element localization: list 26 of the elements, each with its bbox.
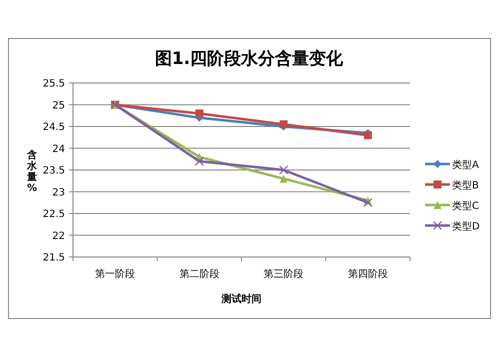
point bbox=[279, 165, 288, 175]
y-axis-title: 含水量% bbox=[26, 149, 38, 194]
y-tick-label: 23.5 bbox=[42, 166, 65, 176]
point bbox=[363, 198, 372, 208]
point bbox=[280, 174, 288, 183]
point bbox=[194, 156, 204, 166]
y-tick-label: 24.5 bbox=[42, 122, 65, 133]
x-tick-label: 第一阶段 bbox=[95, 268, 136, 280]
x-tick-label: 第四阶段 bbox=[348, 268, 388, 280]
chart-title: 图1.四阶段水分含量变化 bbox=[154, 49, 344, 69]
legend-label: 类型C bbox=[452, 200, 479, 212]
x-tick-label: 第二阶段 bbox=[179, 268, 220, 280]
y-tick-label: 21.5 bbox=[42, 252, 65, 264]
point bbox=[195, 109, 204, 118]
y-tick-label: 25.5 bbox=[42, 78, 65, 90]
point bbox=[280, 120, 288, 128]
legend-label: 类型A bbox=[452, 159, 479, 171]
y-tick-label: 22.5 bbox=[42, 209, 65, 220]
x-axis-title: 测试时间 bbox=[220, 293, 262, 305]
x-tick-label: 第三阶段 bbox=[264, 268, 304, 280]
y-tick-label: 25 bbox=[52, 100, 65, 112]
legend-label: 类型D bbox=[452, 220, 480, 232]
y-tick-label: 23 bbox=[52, 187, 65, 198]
y-tick-label: 22 bbox=[52, 230, 65, 242]
y-tick-label: 24 bbox=[52, 144, 65, 155]
legend-label: 类型B bbox=[452, 180, 479, 192]
